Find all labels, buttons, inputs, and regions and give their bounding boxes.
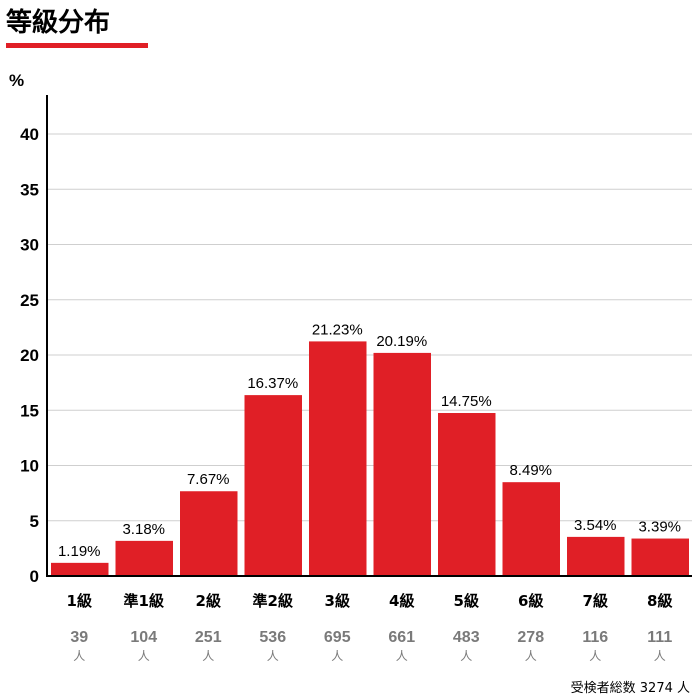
category-label: 準2級: [253, 592, 293, 610]
count-unit: 人: [73, 649, 85, 663]
bar: [373, 352, 431, 576]
data-label: 20.19%: [376, 333, 427, 350]
category-label: 6級: [518, 592, 543, 610]
category-label: 1級: [67, 592, 92, 610]
bars: [51, 341, 689, 576]
data-label: 7.67%: [187, 471, 230, 488]
y-tick-label: 40: [20, 125, 39, 144]
y-tick-labels: 0 5 10 15 20 25 30 35 40: [20, 125, 39, 586]
y-tick-label: 0: [30, 567, 39, 586]
count-unit: 人: [396, 649, 408, 663]
data-label: 21.23%: [312, 321, 363, 338]
count-label: 661: [388, 629, 415, 646]
bar: [631, 538, 689, 576]
y-tick-label: 25: [20, 291, 39, 310]
count-label: 536: [259, 629, 286, 646]
title-underline: [6, 43, 148, 48]
count-unit: 人: [525, 649, 537, 663]
category-labels: 1級 準1級 2級 準2級 3級 4級 5級 6級 7級 8級: [67, 592, 673, 610]
category-label: 5級: [454, 592, 479, 610]
category-label: 7級: [583, 592, 608, 610]
total-examinees: 受検者総数 3274 人: [571, 681, 690, 696]
count-unit: 人: [460, 649, 472, 663]
bar: [244, 395, 302, 576]
data-label: 14.75%: [441, 393, 492, 410]
y-tick-label: 15: [20, 401, 39, 420]
count-unit: 人: [267, 649, 279, 663]
count-label: 104: [130, 629, 157, 646]
bar: [309, 341, 367, 576]
y-tick-label: 35: [20, 180, 39, 199]
category-label: 3級: [325, 592, 350, 610]
y-tick-label: 30: [20, 236, 39, 255]
count-label: 278: [517, 629, 544, 646]
count-unit: 人: [331, 649, 343, 663]
y-axis-unit: %: [9, 71, 24, 90]
gridlines: [47, 133, 692, 522]
chart-title: 等級分布: [6, 7, 110, 38]
bar: [115, 540, 173, 576]
y-tick-label: 10: [20, 457, 39, 476]
category-label: 8級: [647, 592, 672, 610]
y-tick-label: 5: [30, 512, 39, 531]
data-label: 16.37%: [247, 375, 298, 392]
data-labels: 1.19% 3.18% 7.67% 16.37% 21.23% 20.19% 14.75% 8…: [58, 321, 681, 559]
axes: [46, 95, 692, 577]
count-label: 111: [647, 629, 672, 646]
y-tick-label: 20: [20, 346, 39, 365]
count-label: 116: [582, 629, 608, 646]
count-unit: 人: [589, 649, 601, 663]
bar: [180, 491, 238, 576]
count-unit: 人: [654, 649, 666, 663]
category-label: 4級: [389, 592, 414, 610]
count-label: 695: [324, 629, 351, 646]
bar: [502, 482, 560, 576]
data-label: 3.39%: [638, 519, 681, 536]
data-label: 3.18%: [122, 521, 165, 538]
bar: [51, 562, 109, 576]
count-label: 251: [195, 629, 222, 646]
data-label: 1.19%: [58, 543, 101, 560]
category-label: 準1級: [124, 592, 164, 610]
count-unit: 人: [202, 649, 214, 663]
count-unit: 人: [138, 649, 150, 663]
category-label: 2級: [196, 592, 221, 610]
data-label: 8.49%: [509, 462, 552, 479]
data-label: 3.54%: [574, 517, 617, 534]
bar: [567, 536, 625, 576]
count-labels: 39 人 104 人 251 人 536 人 695 人 661 人 483 人 278 人 116 人 111 人: [70, 629, 672, 663]
bar: [438, 413, 496, 576]
count-label: 483: [453, 629, 480, 646]
count-label: 39: [70, 629, 88, 646]
